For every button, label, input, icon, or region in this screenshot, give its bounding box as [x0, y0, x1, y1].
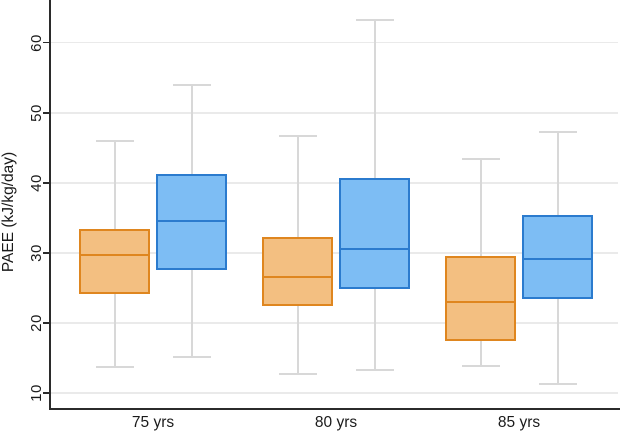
y-tick-10 [43, 392, 50, 394]
whisker-cap-top-orange-85yrs [461, 157, 500, 160]
x-category-label-85yrs: 85 yrs [497, 414, 541, 431]
whisker-cap-bottom-blue-85yrs [538, 382, 577, 385]
gridline-20 [51, 322, 618, 324]
x-category-label-75yrs: 75 yrs [131, 414, 175, 431]
median-orange-85yrs [447, 300, 514, 303]
y-tick-40 [43, 182, 50, 184]
median-orange-75yrs [81, 253, 148, 256]
box-orange-75yrs [79, 229, 150, 295]
whisker-cap-top-blue-85yrs [538, 131, 577, 134]
whisker-cap-bottom-orange-75yrs [95, 365, 134, 368]
whisker-cap-bottom-blue-75yrs [172, 356, 211, 359]
whisker-cap-bottom-orange-85yrs [461, 365, 500, 368]
x-axis-spine [49, 408, 620, 410]
median-blue-75yrs [158, 219, 225, 222]
y-axis-spine [49, 0, 51, 410]
box-orange-85yrs [445, 255, 516, 342]
y-tick-20 [43, 322, 50, 324]
whisker-cap-bottom-blue-80yrs [355, 368, 394, 371]
box-blue-75yrs [156, 174, 227, 270]
y-tick-60 [43, 41, 50, 44]
box-orange-80yrs [262, 236, 333, 307]
y-tick-label-10: 10 [27, 384, 45, 402]
box-blue-80yrs [339, 177, 410, 290]
median-orange-80yrs [264, 275, 331, 278]
y-tick-label-60: 60 [27, 33, 45, 52]
y-axis-title: PAEE (kJ/kg/day) [0, 151, 17, 273]
gridline-50 [51, 112, 618, 114]
gridline-60 [51, 41, 618, 44]
y-tick-label-30: 30 [27, 243, 45, 262]
y-tick-label-40: 40 [27, 173, 45, 192]
median-blue-85yrs [524, 258, 591, 261]
y-tick-label-50: 50 [27, 103, 45, 122]
whisker-cap-top-orange-80yrs [278, 134, 317, 137]
plot-area [51, 0, 620, 409]
y-tick-label-20: 20 [27, 314, 45, 332]
whisker-cap-bottom-orange-80yrs [278, 372, 317, 375]
whisker-cap-top-blue-80yrs [355, 18, 394, 21]
median-blue-80yrs [341, 248, 408, 251]
whisker-cap-top-orange-75yrs [95, 140, 134, 143]
whisker-cap-top-blue-75yrs [172, 84, 211, 87]
x-category-label-80yrs: 80 yrs [314, 414, 358, 431]
gridline-30 [51, 252, 618, 254]
box-blue-85yrs [522, 215, 593, 300]
gridline-10 [51, 392, 618, 394]
y-tick-50 [43, 112, 50, 114]
y-tick-30 [43, 252, 50, 254]
gridline-40 [51, 182, 618, 184]
